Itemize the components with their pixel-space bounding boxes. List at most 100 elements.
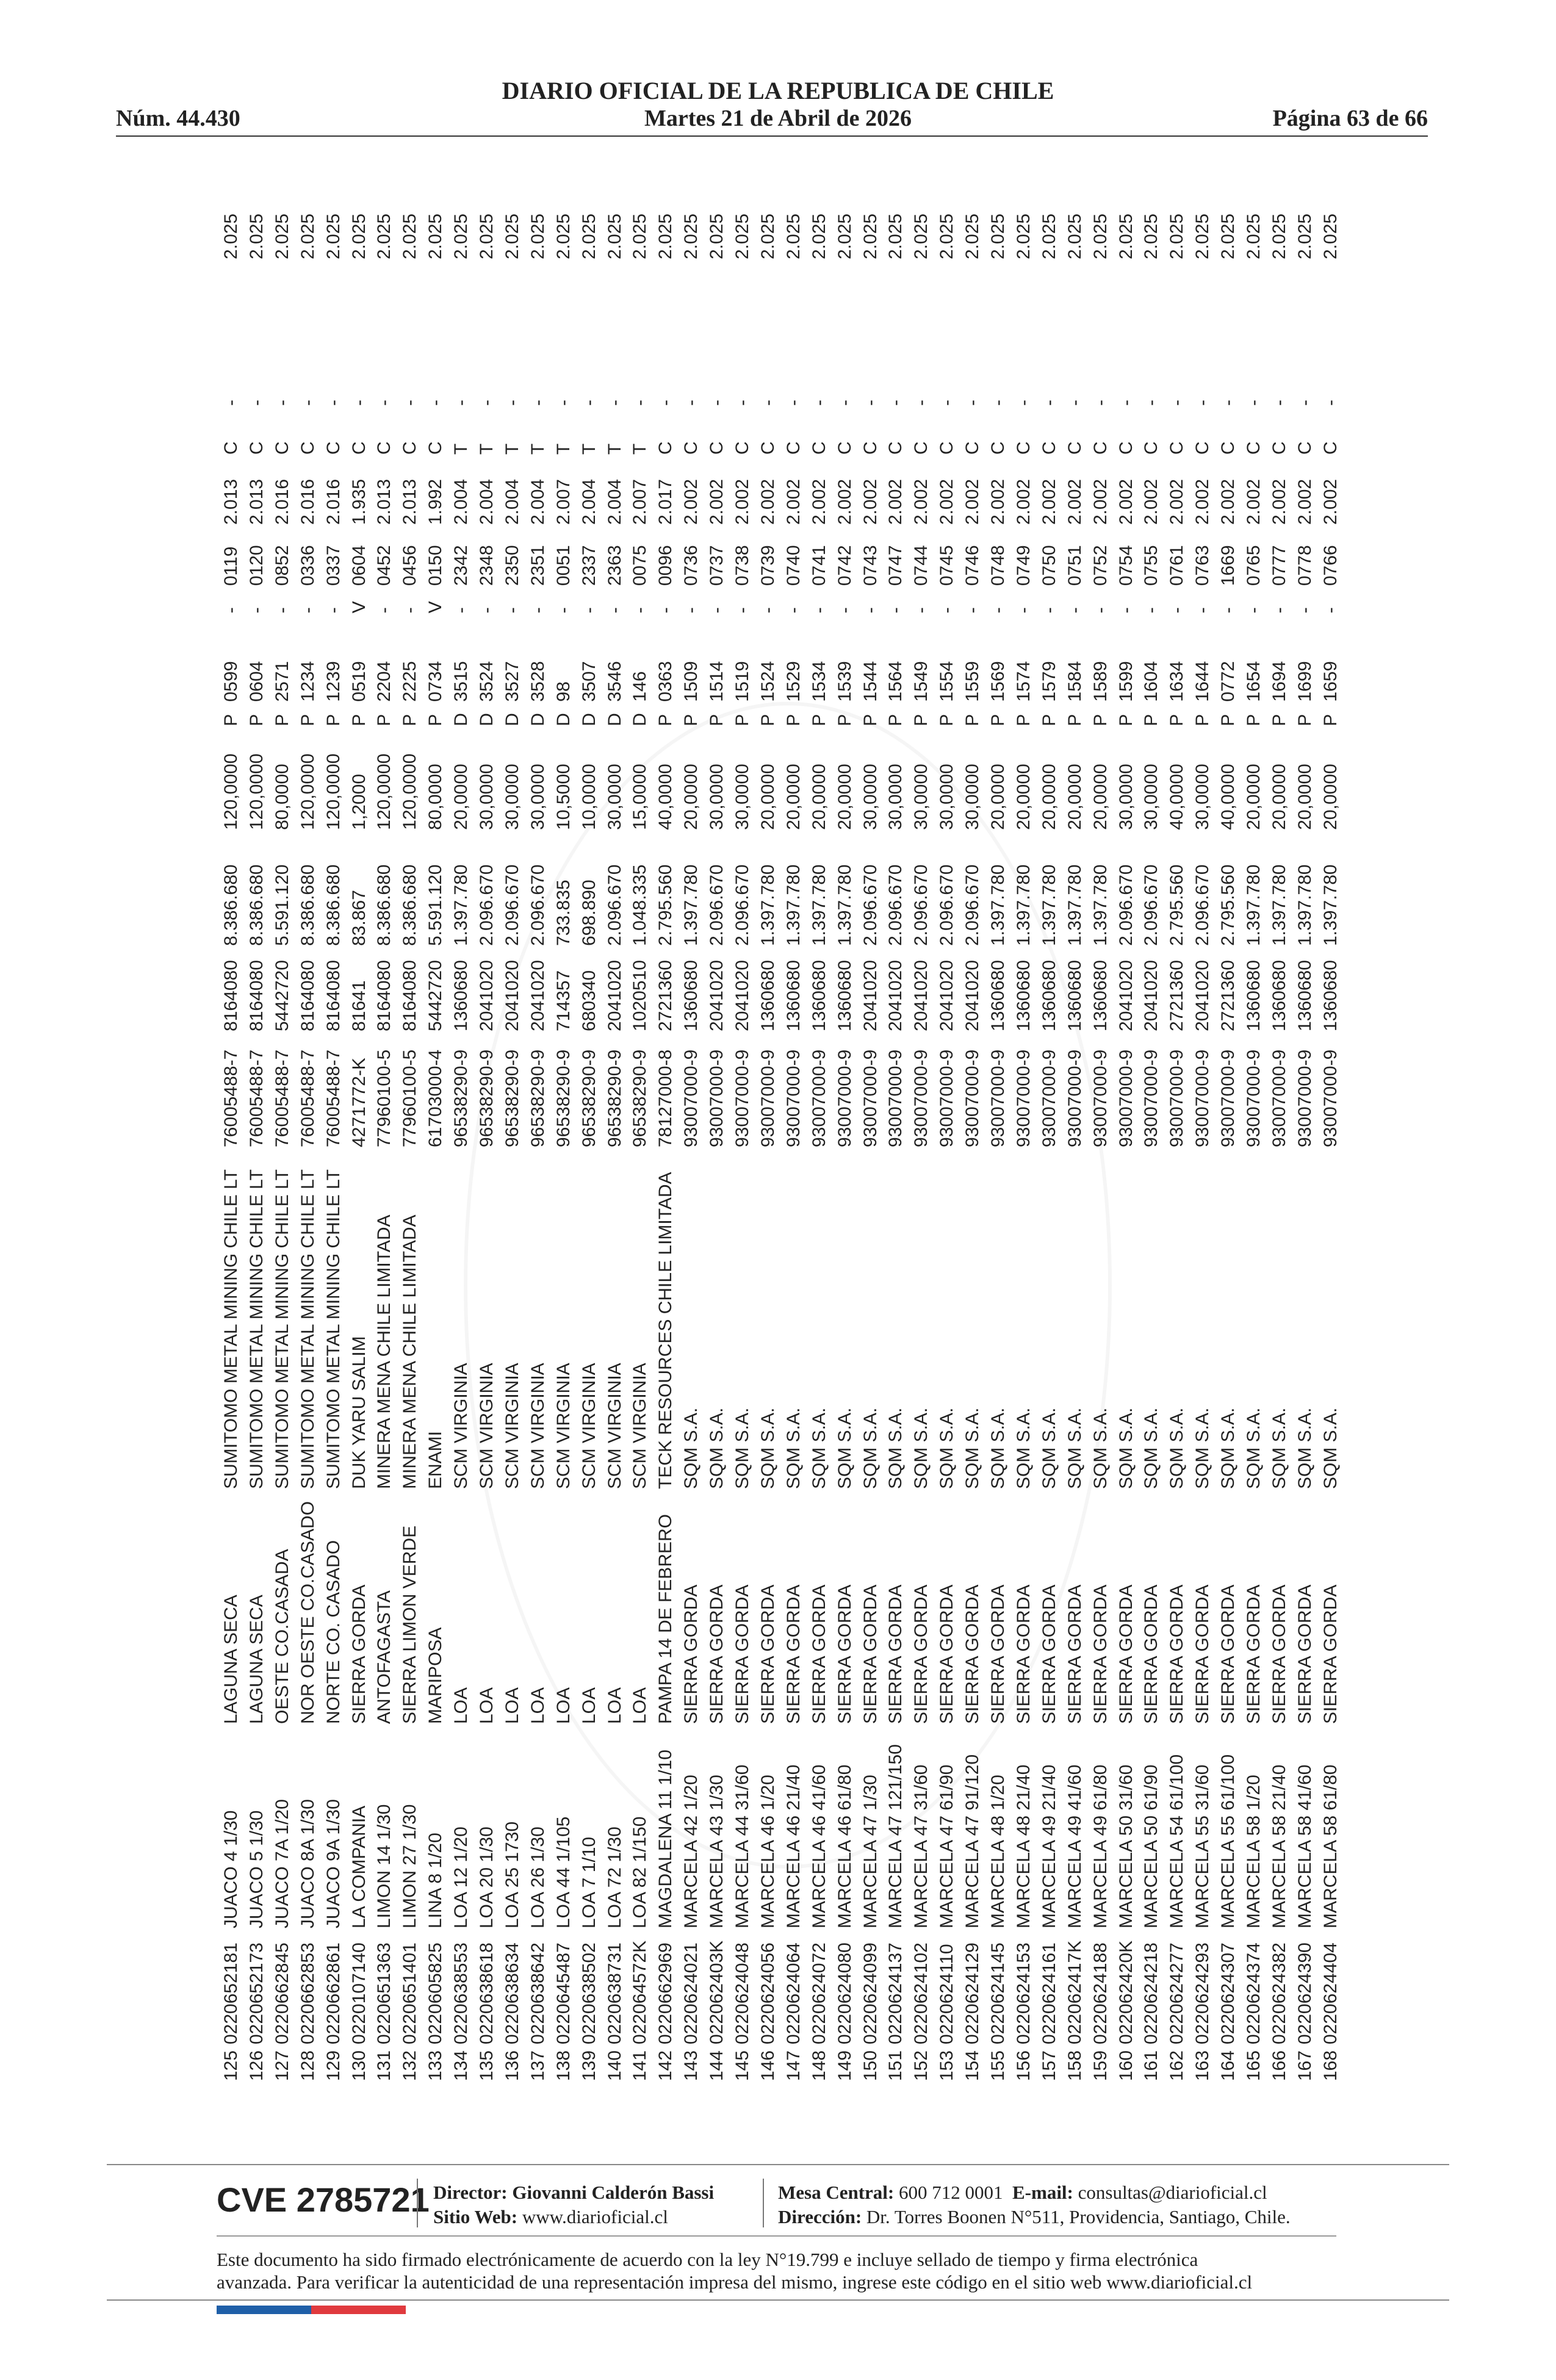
cell-year: 2.002 xyxy=(783,478,804,525)
email-link[interactable]: consultas@diarioficial.cl xyxy=(1078,2182,1267,2203)
cell-registry-number: 0120 xyxy=(246,545,267,586)
cell-tax-year: 2.025 xyxy=(630,213,650,259)
cell-locality: LAGUNA SECA xyxy=(246,1595,267,1724)
cell-registry-number: 0761 xyxy=(1167,545,1187,586)
cell-value: 8.386.680 xyxy=(297,864,318,946)
cell-rol: 0220638618 xyxy=(477,1942,497,2044)
cell-row-number: 161 xyxy=(1141,2050,1162,2081)
cell-registry-number: 0150 xyxy=(425,545,446,586)
cell-concession-name: MARCELA 50 31/60 xyxy=(1115,1764,1136,1929)
cell-hectares: 120,0000 xyxy=(246,753,267,830)
table-row: 125 0220652181 JUACO 4 1/30 LAGUNA SECA SUMI… xyxy=(218,198,244,2090)
cell-code: 0604 xyxy=(246,661,267,702)
cell-dash: - xyxy=(1218,400,1239,406)
cell-concession-name: JUACO 7A 1/20 xyxy=(272,1799,292,1928)
cell-tax-year: 2.025 xyxy=(1039,213,1059,259)
cell-tax-year: 2.025 xyxy=(1090,213,1111,259)
cell-locality: SIERRA GORDA xyxy=(1294,1584,1315,1724)
cell-locality: SIERRA GORDA xyxy=(732,1584,752,1724)
cell-rol: 0220624374 xyxy=(1244,1942,1264,2044)
cell-concession-name: JUACO 8A 1/30 xyxy=(297,1799,318,1928)
cell-locality: SIERRA GORDA xyxy=(885,1584,906,1724)
cell-locality: SIERRA GORDA xyxy=(834,1584,855,1724)
cell-owner: SQM S.A. xyxy=(937,1407,957,1489)
cell-tax-year: 2.025 xyxy=(400,213,420,259)
cell-value: 8.386.680 xyxy=(221,864,241,946)
cell-hectares: 20,0000 xyxy=(1294,763,1315,830)
cell-row-number: 166 xyxy=(1269,2050,1289,2081)
cell-year: 2.017 xyxy=(655,478,676,525)
cell-dash: - xyxy=(425,400,446,406)
table-row: 157 0220624161 MARCELA 49 21/40 SIERRA GORD… xyxy=(1037,198,1062,2090)
page-number: Página 63 de 66 xyxy=(1272,106,1428,131)
cell-row-number: 157 xyxy=(1039,2050,1059,2081)
cell-type: P xyxy=(425,713,446,726)
cell-code: 1634 xyxy=(1167,661,1187,702)
cell-code: 0599 xyxy=(221,661,241,702)
cell-code: 3524 xyxy=(477,661,497,702)
cell-locality: SIERRA GORDA xyxy=(1064,1584,1085,1724)
cell-concession-name: MARCELA 47 1/30 xyxy=(860,1775,881,1928)
cell-code: 0772 xyxy=(1218,661,1239,702)
cell-row-number: 168 xyxy=(1320,2050,1341,2081)
cell-rol: 0220624153 xyxy=(1013,1942,1034,2044)
header-divider xyxy=(116,135,1428,137)
cell-class: T xyxy=(527,443,548,455)
cell-row-number: 128 xyxy=(297,2050,318,2081)
cell-year: 2.002 xyxy=(1218,478,1239,525)
cell-value: 2.096.670 xyxy=(707,864,727,946)
cell-registry-number: 0751 xyxy=(1064,545,1085,586)
cell-registry-number: 2342 xyxy=(451,545,472,586)
cell-concession-name: MARCELA 42 1/20 xyxy=(681,1775,702,1928)
cell-tax-year: 2.025 xyxy=(834,213,855,259)
cell-dash: - xyxy=(578,400,599,406)
cell-locality: SIERRA GORDA xyxy=(1141,1584,1162,1724)
cell-owner: MINERA MENA CHILE LIMITADA xyxy=(374,1214,395,1489)
cell-flag: - xyxy=(1269,607,1289,613)
cell-year: 2.002 xyxy=(1320,478,1341,525)
cell-rut: 93007000-9 xyxy=(809,1049,829,1147)
cell-rut: 96538290-9 xyxy=(502,1049,522,1147)
cell-year: 2.013 xyxy=(374,478,395,525)
cell-owner: SCM VIRGINIA xyxy=(630,1363,650,1489)
cell-registry-number: 0749 xyxy=(1013,545,1034,586)
cell-code: 1509 xyxy=(681,661,702,702)
table-row: 137 0220638642 LOA 26 1/30 LOA SCM VIRGINIA 9… xyxy=(525,198,551,2090)
website-link[interactable]: www.diarioficial.cl xyxy=(522,2206,668,2227)
cell-registry-number: 0740 xyxy=(783,545,804,586)
cell-tax-year: 2.025 xyxy=(885,213,906,259)
cell-value: 2.096.670 xyxy=(885,864,906,946)
cell-locality: PAMPA 14 DE FEBRERO xyxy=(655,1514,676,1724)
cell-locality: SIERRA GORDA xyxy=(809,1584,829,1724)
cell-code: 1544 xyxy=(860,661,881,702)
cell-code: 0519 xyxy=(348,661,369,702)
cell-code: 1604 xyxy=(1141,661,1162,702)
cell-flag: - xyxy=(911,607,932,613)
cell-hectares: 20,0000 xyxy=(1269,763,1289,830)
cell-hectares: 80,0000 xyxy=(425,763,446,830)
cell-registry-number: 0766 xyxy=(1320,545,1341,586)
cell-value: 1.048.335 xyxy=(630,864,650,946)
cell-concession-name: LIMON 14 1/30 xyxy=(374,1804,395,1928)
cell-locality: SIERRA LIMON VERDE xyxy=(400,1525,420,1724)
cell-row-number: 162 xyxy=(1167,2050,1187,2081)
cell-concession-name: LOA 12 1/20 xyxy=(451,1826,472,1928)
cell-registry-number: 0747 xyxy=(885,545,906,586)
cell-rut: 93007000-9 xyxy=(1013,1049,1034,1147)
cell-dash: - xyxy=(707,400,727,406)
cell-hectares: 20,0000 xyxy=(1320,763,1341,830)
cell-locality: OESTE CO.CASADA xyxy=(272,1549,292,1724)
cell-flag: - xyxy=(1218,607,1239,613)
cell-hectares: 20,0000 xyxy=(451,763,472,830)
cell-locality: ANTOFAGASTA xyxy=(374,1590,395,1724)
cell-year: 2.004 xyxy=(604,478,625,525)
table-row: 134 0220638553 LOA 12 1/20 LOA SCM VIRGINIA 9… xyxy=(448,198,474,2090)
cell-class: C xyxy=(707,441,727,455)
cell-year: 2.016 xyxy=(272,478,292,525)
cell-value: 2.096.670 xyxy=(860,864,881,946)
cell-dash: - xyxy=(1192,400,1213,406)
cell-hectares: 15,0000 xyxy=(630,763,650,830)
cell-dash: - xyxy=(630,400,650,406)
cell-tax-year: 2.025 xyxy=(323,213,344,259)
cell-amount: 2041020 xyxy=(885,960,906,1031)
